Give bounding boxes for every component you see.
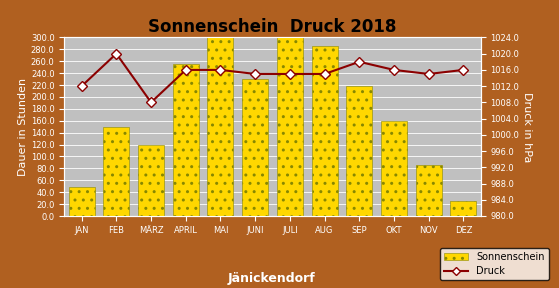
Bar [103, 127, 129, 216]
Bar [311, 46, 338, 216]
Y-axis label: Dauer in Stunden: Dauer in Stunden [18, 78, 28, 176]
Bar [277, 37, 303, 216]
Bar [138, 145, 164, 216]
Text: Jänickendorf: Jänickendorf [228, 272, 315, 285]
Bar [416, 165, 442, 216]
Bar [173, 64, 199, 216]
Bar [381, 121, 407, 216]
Bar [346, 86, 372, 216]
Bar [451, 201, 476, 216]
Bar [242, 79, 268, 216]
Bar [207, 37, 234, 216]
Title: Sonnenschein  Druck 2018: Sonnenschein Druck 2018 [148, 18, 397, 36]
Y-axis label: Druck in hPa: Druck in hPa [522, 92, 532, 162]
Bar [69, 187, 94, 216]
Legend: Sonnenschein, Druck: Sonnenschein, Druck [440, 248, 548, 280]
